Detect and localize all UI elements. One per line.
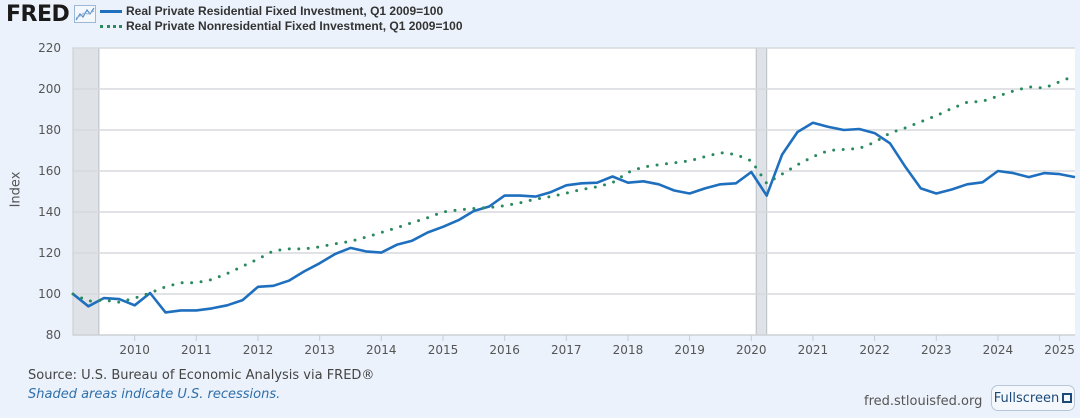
legend-label: Real Private Nonresidential Fixed Invest… <box>126 19 463 33</box>
plot-area <box>73 48 1075 335</box>
x-tick-label: 2020 <box>736 343 767 357</box>
data-series <box>71 74 1077 314</box>
x-tick-label: 2015 <box>428 343 459 357</box>
y-tick-label: 180 <box>38 123 61 137</box>
x-tick-label: 2012 <box>243 343 274 357</box>
x-tick-label: 2011 <box>181 343 212 357</box>
legend-swatch-dotted <box>100 25 122 28</box>
recession-note: Shaded areas indicate U.S. recessions. <box>28 387 281 402</box>
x-tick-label: 2025 <box>1044 343 1075 357</box>
x-tick-label: 2016 <box>489 343 520 357</box>
x-tick-label: 2010 <box>119 343 150 357</box>
x-tick-label: 2013 <box>304 343 335 357</box>
y-tick-label: 100 <box>38 287 61 301</box>
legend-item-nonresidential[interactable]: Real Private Nonresidential Fixed Invest… <box>100 19 463 34</box>
y-tick-label: 140 <box>38 205 61 219</box>
x-axis-ticks: 2010 2011 2012 2013 2014 2015 2016 2017 2018 2019… <box>119 335 1075 357</box>
fred-logo: FRED <box>6 2 70 27</box>
chart-legend: Real Private Residential Fixed Investmen… <box>100 4 463 34</box>
y-tick-label: 220 <box>38 41 61 55</box>
line-chart-icon <box>74 5 96 23</box>
x-tick-label: 2024 <box>983 343 1014 357</box>
x-tick-label: 2014 <box>366 343 397 357</box>
y-tick-label: 200 <box>38 82 61 96</box>
y-tick-label: 80 <box>46 328 61 342</box>
fullscreen-button[interactable]: Fullscreen <box>991 385 1075 411</box>
legend-swatch-solid <box>100 10 122 13</box>
x-tick-label: 2018 <box>613 343 644 357</box>
y-tick-label: 120 <box>38 246 61 260</box>
series-line-residential <box>72 121 1076 314</box>
y-axis-label: Index <box>8 171 24 208</box>
fullscreen-icon <box>1062 393 1073 403</box>
y-axis-ticks: 80 100 120 140 160 180 200 220 <box>38 41 61 342</box>
source-note: Source: U.S. Bureau of Economic Analysis… <box>28 368 375 383</box>
line-chart: 80 100 120 140 160 180 200 220 2010 2011 2012 2013… <box>38 41 1077 357</box>
x-tick-label: 2023 <box>921 343 952 357</box>
site-link[interactable]: fred.stlouisfed.org <box>864 394 983 409</box>
x-tick-label: 2021 <box>798 343 829 357</box>
x-tick-label: 2019 <box>674 343 705 357</box>
fullscreen-label: Fullscreen <box>993 390 1060 406</box>
y-tick-label: 160 <box>38 164 61 178</box>
x-tick-label: 2017 <box>551 343 582 357</box>
legend-item-residential[interactable]: Real Private Residential Fixed Investmen… <box>100 4 463 19</box>
x-tick-label: 2022 <box>859 343 890 357</box>
recession-band <box>72 47 100 336</box>
legend-label: Real Private Residential Fixed Investmen… <box>126 4 444 18</box>
